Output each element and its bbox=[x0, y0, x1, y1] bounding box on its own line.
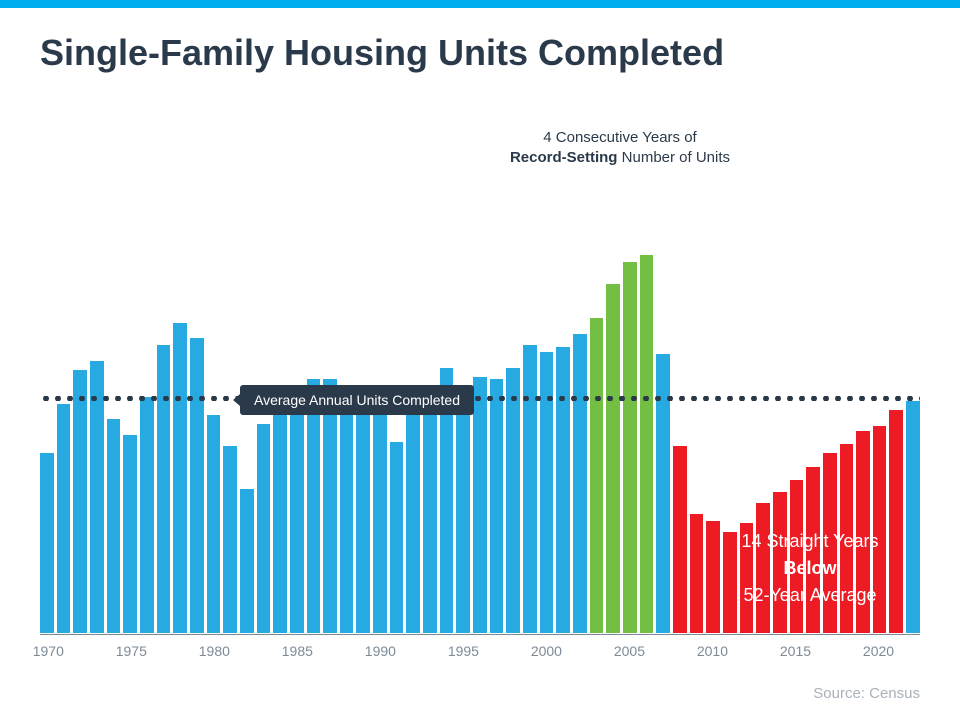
bar-2002 bbox=[573, 334, 587, 633]
bar-1983 bbox=[257, 424, 271, 633]
chart-title: Single-Family Housing Units Completed bbox=[40, 32, 920, 73]
x-tick-1970: 1970 bbox=[33, 643, 64, 659]
x-tick-2010: 2010 bbox=[697, 643, 728, 659]
bar-1999 bbox=[523, 345, 537, 633]
bar-1992 bbox=[406, 415, 420, 633]
x-tick-2015: 2015 bbox=[780, 643, 811, 659]
x-tick-2020: 2020 bbox=[863, 643, 894, 659]
bar-2003 bbox=[590, 318, 604, 633]
bar-1971 bbox=[57, 404, 71, 634]
x-tick-1985: 1985 bbox=[282, 643, 313, 659]
bar-1980 bbox=[207, 415, 221, 633]
average-line-label: Average Annual Units Completed bbox=[240, 385, 474, 415]
chart-container: Single-Family Housing Units Completed 4 … bbox=[0, 8, 960, 720]
plot-area: Average Annual Units Completed 14 Straig… bbox=[40, 183, 920, 633]
bar-1998 bbox=[506, 368, 520, 634]
bar-1988 bbox=[340, 388, 354, 633]
bar-1996 bbox=[473, 377, 487, 634]
annotation-record-rest: Number of Units bbox=[617, 149, 730, 166]
annotation-record-setting: 4 Consecutive Years of Record-Setting Nu… bbox=[500, 128, 740, 169]
bar-1984 bbox=[273, 399, 287, 633]
x-axis-line bbox=[40, 634, 920, 635]
bar-1987 bbox=[323, 379, 337, 633]
annotation-below-strong: Below bbox=[690, 555, 930, 582]
x-tick-2005: 2005 bbox=[614, 643, 645, 659]
bar-1989 bbox=[356, 399, 370, 633]
bar-2005 bbox=[623, 262, 637, 633]
x-tick-2000: 2000 bbox=[531, 643, 562, 659]
bar-1973 bbox=[90, 361, 104, 633]
bar-2008 bbox=[673, 446, 687, 633]
bar-1977 bbox=[157, 345, 171, 633]
bar-1995 bbox=[456, 390, 470, 633]
x-tick-1990: 1990 bbox=[365, 643, 396, 659]
bar-1976 bbox=[140, 397, 154, 633]
annotation-below-line3: 52-Year Average bbox=[743, 585, 876, 605]
bar-1978 bbox=[173, 323, 187, 634]
bar-1997 bbox=[490, 379, 504, 633]
bar-1982 bbox=[240, 489, 254, 633]
top-accent-border bbox=[0, 0, 960, 8]
bar-1981 bbox=[223, 446, 237, 633]
bar-1985 bbox=[290, 390, 304, 633]
x-tick-1980: 1980 bbox=[199, 643, 230, 659]
source-credit: Source: Census bbox=[813, 685, 920, 702]
bar-2004 bbox=[606, 284, 620, 633]
annotation-record-line2: Record-Setting Number of Units bbox=[500, 148, 740, 168]
x-tick-1975: 1975 bbox=[116, 643, 147, 659]
bar-1970 bbox=[40, 453, 54, 633]
annotation-below-line1: 14 Straight Years bbox=[741, 531, 878, 551]
bar-1993 bbox=[423, 397, 437, 633]
x-tick-1995: 1995 bbox=[448, 643, 479, 659]
annotation-below-average: 14 Straight Years Below 52-Year Average bbox=[690, 528, 930, 609]
bar-2000 bbox=[540, 352, 554, 633]
bar-1974 bbox=[107, 419, 121, 633]
bar-1979 bbox=[190, 338, 204, 633]
average-line bbox=[40, 396, 920, 401]
annotation-record-line1: 4 Consecutive Years of bbox=[500, 128, 740, 148]
bar-1986 bbox=[307, 379, 321, 633]
bar-2001 bbox=[556, 347, 570, 633]
bar-1991 bbox=[390, 442, 404, 633]
annotation-record-strong: Record-Setting bbox=[510, 149, 618, 166]
bar-1972 bbox=[73, 370, 87, 633]
bar-1990 bbox=[373, 415, 387, 633]
bar-1975 bbox=[123, 435, 137, 633]
bar-2006 bbox=[640, 255, 654, 633]
